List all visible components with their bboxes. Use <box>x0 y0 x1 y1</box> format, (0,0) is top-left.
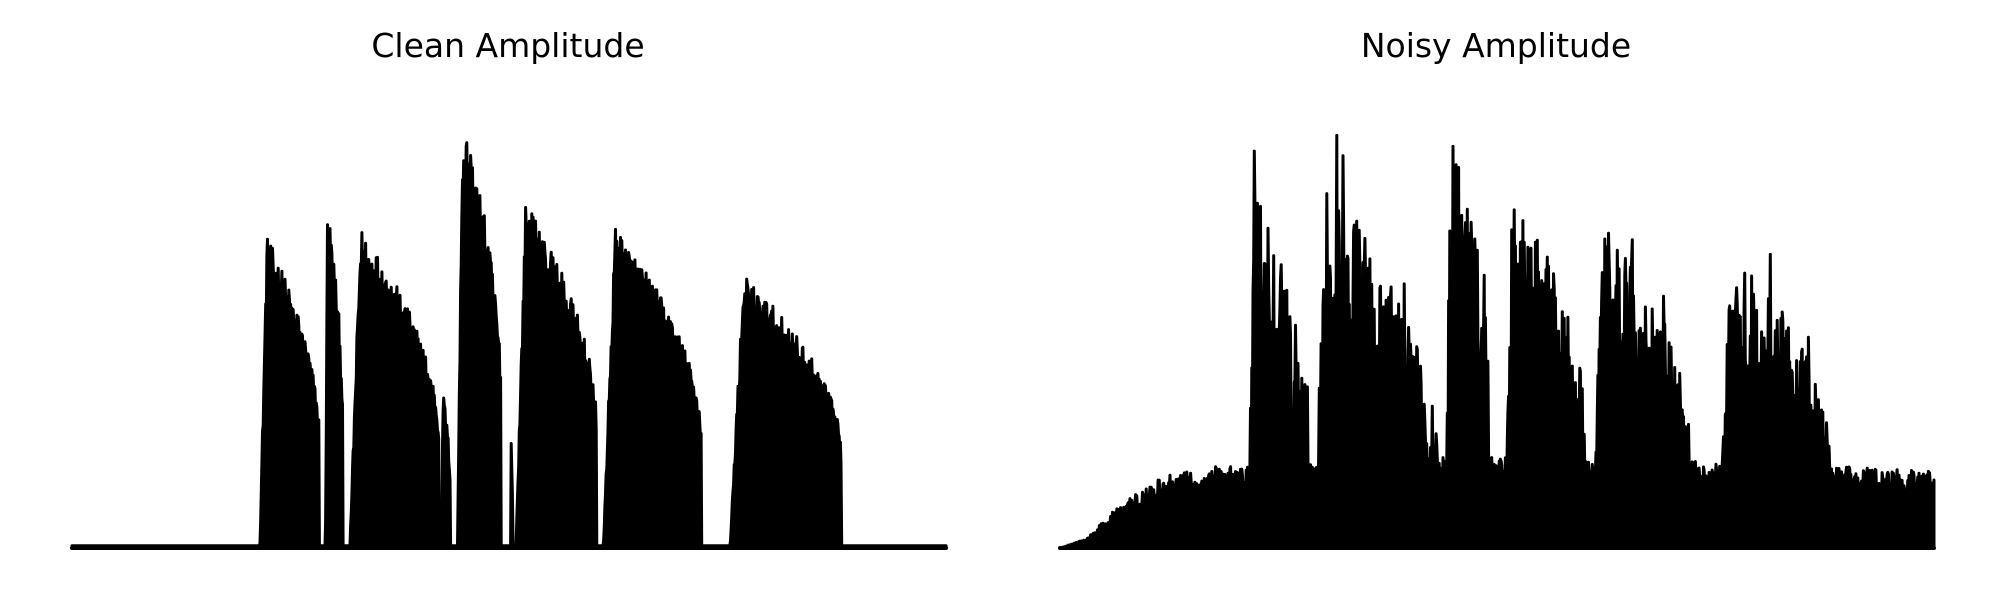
clean-amplitude-waveform <box>70 141 948 550</box>
noisy-amplitude-panel: Noisy Amplitude <box>1058 26 1936 550</box>
noisy-amplitude-waveform <box>1058 133 1936 550</box>
clean-amplitude-title: Clean Amplitude <box>371 26 644 65</box>
clean-amplitude-panel: Clean Amplitude <box>70 26 948 550</box>
noisy-amplitude-title: Noisy Amplitude <box>1361 26 1631 65</box>
